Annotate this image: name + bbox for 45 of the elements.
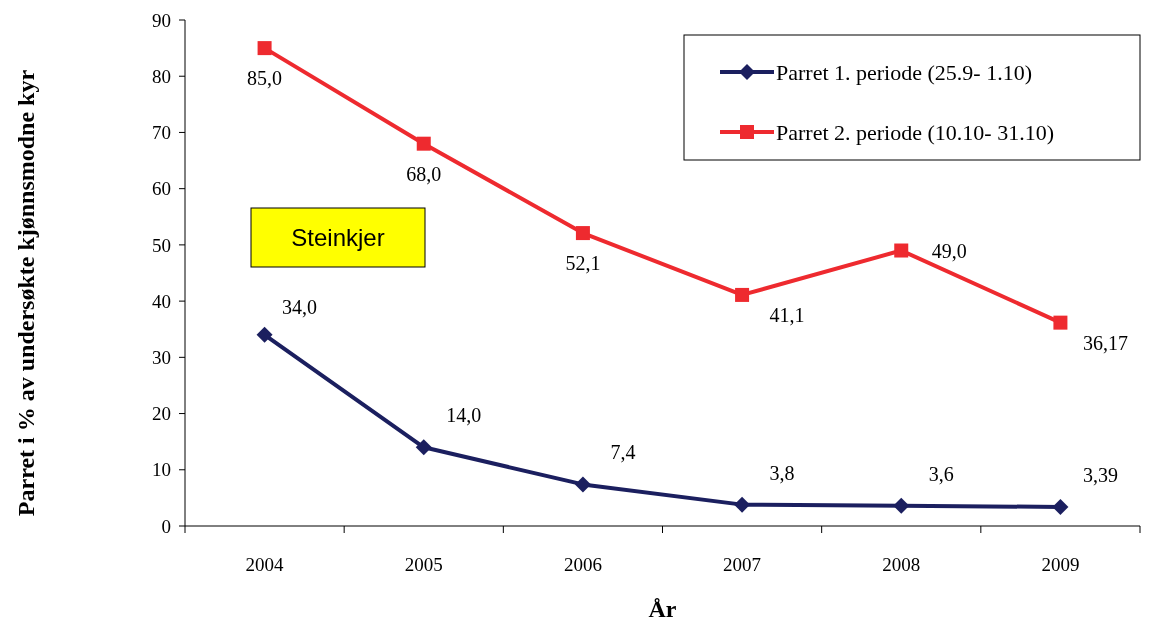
point [257, 41, 272, 56]
y-tick-label: 80 [152, 65, 171, 87]
point [893, 497, 910, 514]
y-tick-label: 0 [161, 515, 171, 537]
legend-label: Parret 2. periode (10.10- 31.10) [776, 119, 1054, 145]
data-label: 34,0 [282, 295, 318, 318]
data-label: 3,8 [769, 461, 795, 484]
x-tick-label: 2008 [882, 554, 921, 575]
data-label: 36,17 [1082, 331, 1128, 354]
y-axis-title: Parret i % av undersøkte kjønnsmodne kyr [13, 69, 39, 517]
x-tick-label: 2004 [245, 554, 285, 575]
y-tick-label: 10 [152, 459, 171, 481]
y-tick-label: 70 [152, 122, 171, 144]
data-label: 41,1 [769, 303, 805, 326]
point [574, 476, 591, 493]
point [735, 287, 750, 302]
y-tick-label: 50 [152, 234, 171, 256]
y-tick-label: 40 [152, 290, 171, 312]
point [256, 326, 273, 343]
point [575, 226, 590, 241]
y-tick-label: 20 [152, 403, 171, 425]
y-tick-label: 90 [152, 9, 171, 31]
data-label: 3,6 [928, 462, 954, 485]
data-label: 7,4 [610, 441, 636, 464]
data-label: 49,0 [931, 239, 967, 262]
data-label: 14,0 [446, 404, 482, 427]
data-label: 3,39 [1082, 463, 1118, 486]
data-label: 85,0 [247, 67, 283, 90]
x-tick-label: 2006 [563, 554, 602, 575]
x-tick-label: 2009 [1041, 554, 1080, 575]
point [416, 136, 431, 151]
point [1052, 498, 1069, 515]
data-label: 52,1 [565, 252, 601, 275]
point [1053, 315, 1068, 330]
x-tick-label: 2007 [723, 554, 762, 575]
y-tick-label: 60 [152, 178, 171, 200]
point [415, 439, 432, 456]
point [734, 496, 751, 513]
data-label: 68,0 [406, 162, 442, 185]
x-axis-title: År [648, 596, 677, 622]
annotation: Steinkjer [291, 224, 385, 252]
y-tick-label: 30 [152, 346, 171, 368]
legend-label: Parret 1. periode (25.9- 1.10) [776, 59, 1032, 85]
x-tick-label: 2005 [404, 554, 443, 575]
point [894, 243, 909, 258]
